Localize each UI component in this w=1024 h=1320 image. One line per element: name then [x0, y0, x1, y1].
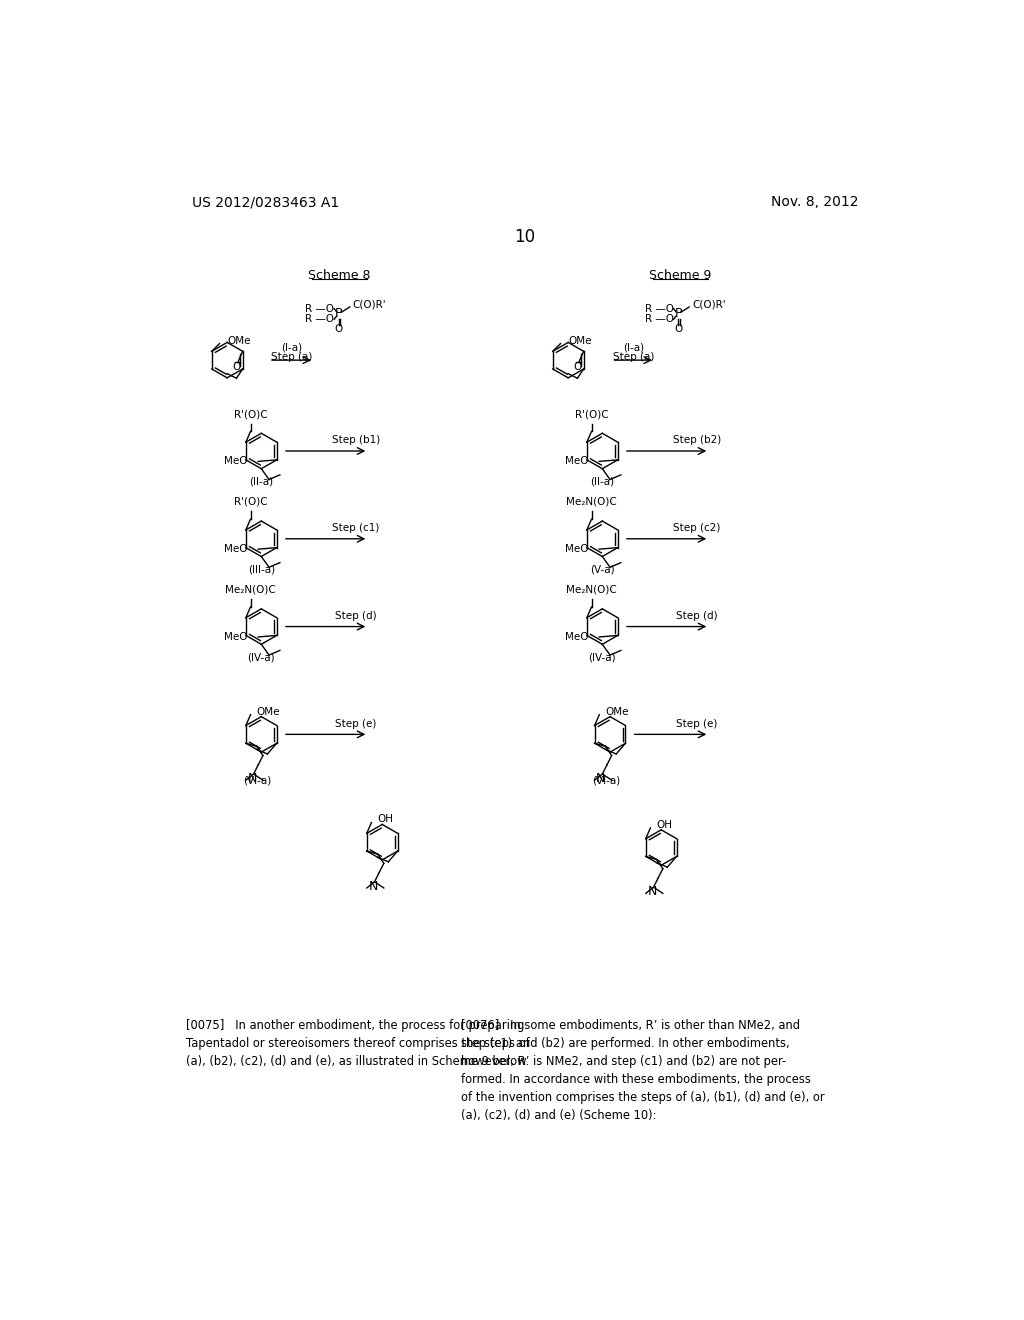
- Text: (VI-a): (VI-a): [244, 776, 271, 785]
- Text: O: O: [232, 363, 241, 372]
- Text: C(O)R': C(O)R': [692, 300, 726, 310]
- Text: Step (a): Step (a): [270, 352, 312, 362]
- Text: OMe: OMe: [605, 706, 629, 717]
- Text: OMe: OMe: [257, 706, 281, 717]
- Text: N: N: [248, 772, 257, 785]
- Text: (IV-a): (IV-a): [589, 652, 616, 663]
- Text: 10: 10: [514, 228, 536, 246]
- Text: OMe: OMe: [227, 337, 251, 346]
- Text: R —O: R —O: [644, 304, 674, 314]
- Text: (VI-a): (VI-a): [592, 776, 621, 785]
- Text: OH: OH: [378, 814, 393, 825]
- Text: MeO: MeO: [565, 632, 588, 642]
- Text: [0076]   In some embodiments, R’ is other than NMe2, and
step (c1) and (b2) are : [0076] In some embodiments, R’ is other …: [461, 1019, 825, 1122]
- Text: O: O: [674, 325, 682, 334]
- Text: Step (c2): Step (c2): [673, 523, 721, 533]
- Text: (II-a): (II-a): [249, 477, 273, 487]
- Text: N: N: [369, 880, 378, 892]
- Text: OH: OH: [656, 820, 673, 830]
- Text: Me₂N(O)C: Me₂N(O)C: [225, 585, 275, 594]
- Text: R'(O)C: R'(O)C: [233, 496, 267, 507]
- Text: (II-a): (II-a): [590, 477, 614, 487]
- Text: P: P: [335, 308, 343, 321]
- Text: Step (b2): Step (b2): [673, 436, 721, 445]
- Text: (IV-a): (IV-a): [248, 652, 275, 663]
- Text: Me₂N(O)C: Me₂N(O)C: [566, 496, 616, 507]
- Text: C(O)R': C(O)R': [352, 300, 386, 310]
- Text: Step (a): Step (a): [612, 352, 654, 362]
- Text: (V-a): (V-a): [590, 565, 614, 574]
- Text: Step (b1): Step (b1): [332, 436, 380, 445]
- Text: Nov. 8, 2012: Nov. 8, 2012: [770, 195, 858, 210]
- Text: MeO: MeO: [565, 457, 588, 466]
- Text: N: N: [647, 886, 656, 899]
- Text: R —O: R —O: [644, 314, 674, 325]
- Text: Scheme 8: Scheme 8: [307, 269, 370, 282]
- Text: O: O: [573, 363, 582, 372]
- Text: (I-a): (I-a): [623, 343, 644, 352]
- Text: Step (d): Step (d): [335, 611, 377, 620]
- Text: OMe: OMe: [568, 337, 592, 346]
- Text: Step (e): Step (e): [676, 718, 718, 729]
- Text: Me₂N(O)C: Me₂N(O)C: [566, 585, 616, 594]
- Text: R —O: R —O: [305, 314, 334, 325]
- Text: N: N: [596, 772, 605, 785]
- Text: R'(O)C: R'(O)C: [233, 409, 267, 418]
- Text: Step (c1): Step (c1): [332, 523, 380, 533]
- Text: Step (d): Step (d): [676, 611, 718, 620]
- Text: (III-a): (III-a): [248, 565, 274, 574]
- Text: MeO: MeO: [224, 632, 247, 642]
- Text: Scheme 9: Scheme 9: [648, 269, 711, 282]
- Text: Step (e): Step (e): [335, 718, 377, 729]
- Text: O: O: [335, 325, 343, 334]
- Text: [0075]   In another embodiment, the process for preparing
Tapentadol or stereois: [0075] In another embodiment, the proces…: [186, 1019, 529, 1068]
- Text: P: P: [675, 308, 682, 321]
- Text: US 2012/0283463 A1: US 2012/0283463 A1: [191, 195, 339, 210]
- Text: (I-a): (I-a): [281, 343, 302, 352]
- Text: MeO: MeO: [224, 544, 247, 554]
- Text: R —O: R —O: [305, 304, 334, 314]
- Text: MeO: MeO: [565, 544, 588, 554]
- Text: MeO: MeO: [224, 457, 247, 466]
- Text: R'(O)C: R'(O)C: [574, 409, 608, 418]
